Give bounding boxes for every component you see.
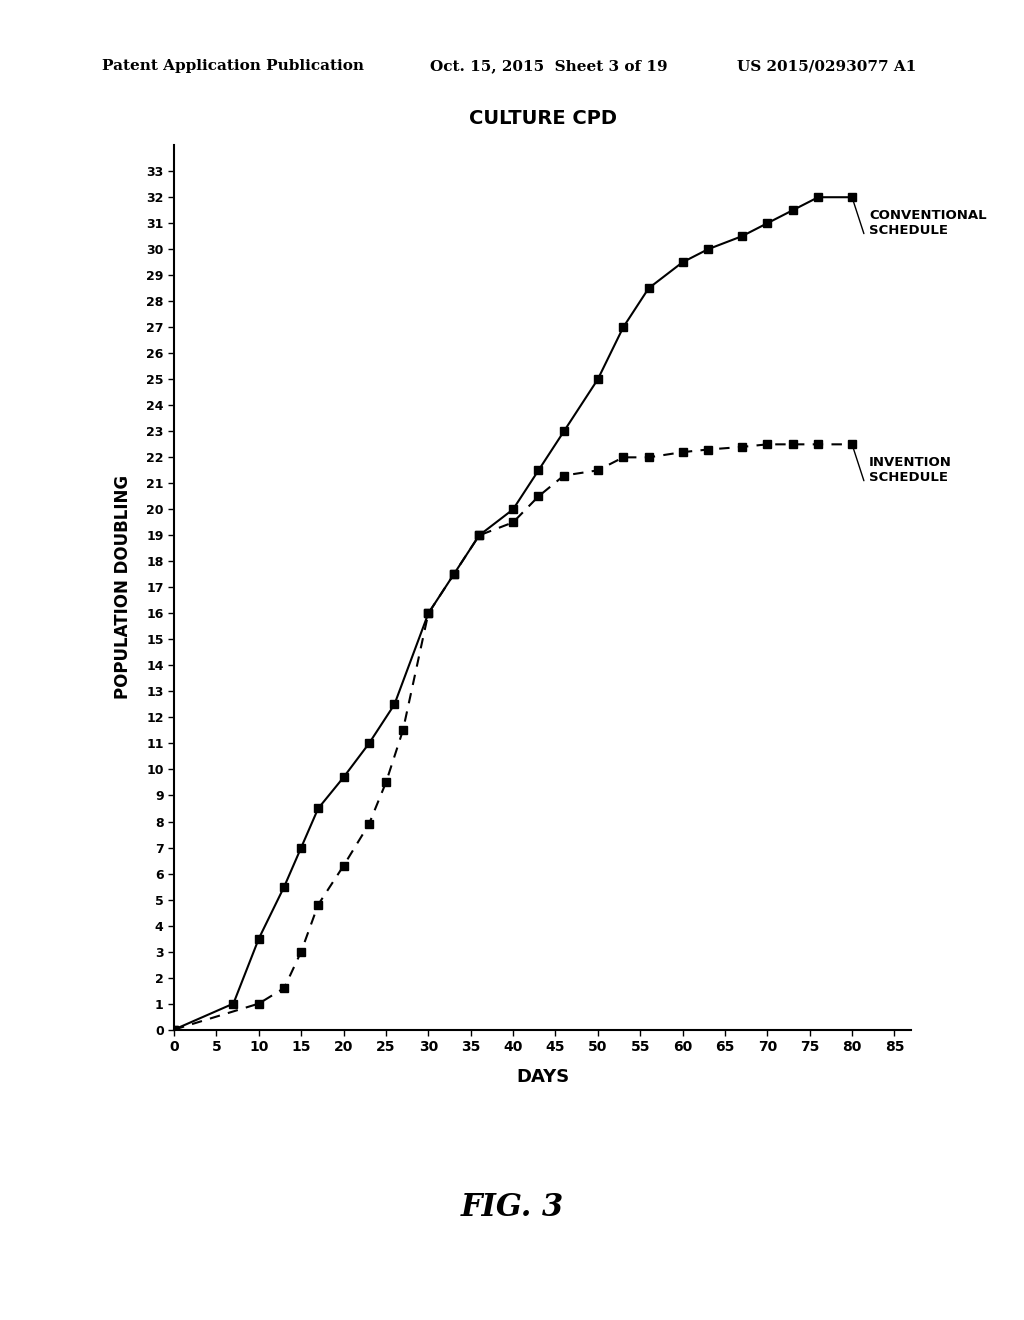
X-axis label: DAYS: DAYS (516, 1068, 569, 1086)
Title: CULTURE CPD: CULTURE CPD (469, 110, 616, 128)
Text: INVENTION
SCHEDULE: INVENTION SCHEDULE (869, 457, 952, 484)
Y-axis label: POPULATION DOUBLING: POPULATION DOUBLING (115, 475, 132, 700)
Text: FIG. 3: FIG. 3 (461, 1192, 563, 1224)
Text: Oct. 15, 2015  Sheet 3 of 19: Oct. 15, 2015 Sheet 3 of 19 (430, 59, 668, 74)
Text: CONVENTIONAL
SCHEDULE: CONVENTIONAL SCHEDULE (869, 210, 986, 238)
Text: US 2015/0293077 A1: US 2015/0293077 A1 (737, 59, 916, 74)
Text: Patent Application Publication: Patent Application Publication (102, 59, 365, 74)
